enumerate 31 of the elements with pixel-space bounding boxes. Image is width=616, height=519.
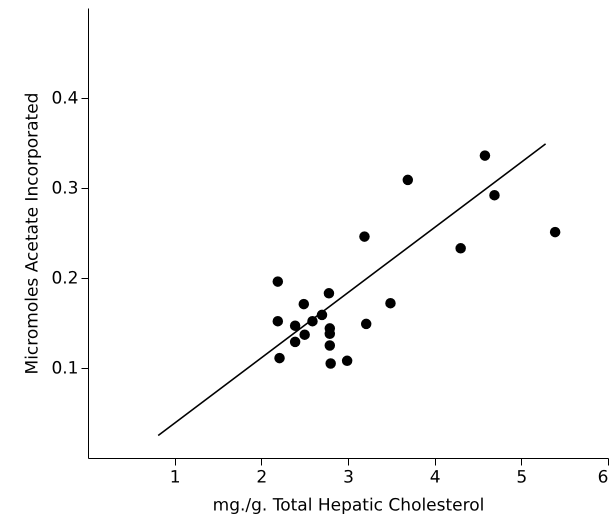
point (298, 298, 310, 310)
y-tick-label: 0.3 (51, 178, 78, 198)
y-tick-label: 0.2 (51, 268, 78, 288)
point (324, 288, 334, 299)
x-tick-label: 5 (516, 468, 528, 488)
point (272, 316, 284, 326)
point (402, 174, 414, 186)
point (290, 320, 300, 331)
x-axis-title: mg./g. Total Hepatic Cholesterol (212, 496, 484, 516)
y-tick-label: 0.1 (51, 358, 78, 378)
x-tick-label: 4 (430, 468, 441, 488)
point (360, 318, 372, 330)
point (489, 190, 500, 200)
point (385, 298, 396, 308)
point (324, 340, 336, 351)
point (325, 358, 336, 369)
y-axis-title: Micromoles Acetate Incorporated (22, 92, 42, 374)
point (480, 150, 490, 161)
x-tick-label: 6 (598, 468, 608, 488)
point (299, 329, 310, 340)
point (274, 352, 285, 364)
x-tick-label: 2 (256, 468, 268, 488)
y-tick-label: 0.4 (51, 88, 78, 108)
x-tick-label: 3 (343, 468, 354, 488)
point (342, 356, 352, 366)
point (359, 231, 370, 242)
point (272, 276, 284, 287)
point (550, 226, 560, 238)
x-tick-label: 1 (170, 468, 181, 488)
point (290, 336, 300, 348)
point (455, 243, 466, 254)
